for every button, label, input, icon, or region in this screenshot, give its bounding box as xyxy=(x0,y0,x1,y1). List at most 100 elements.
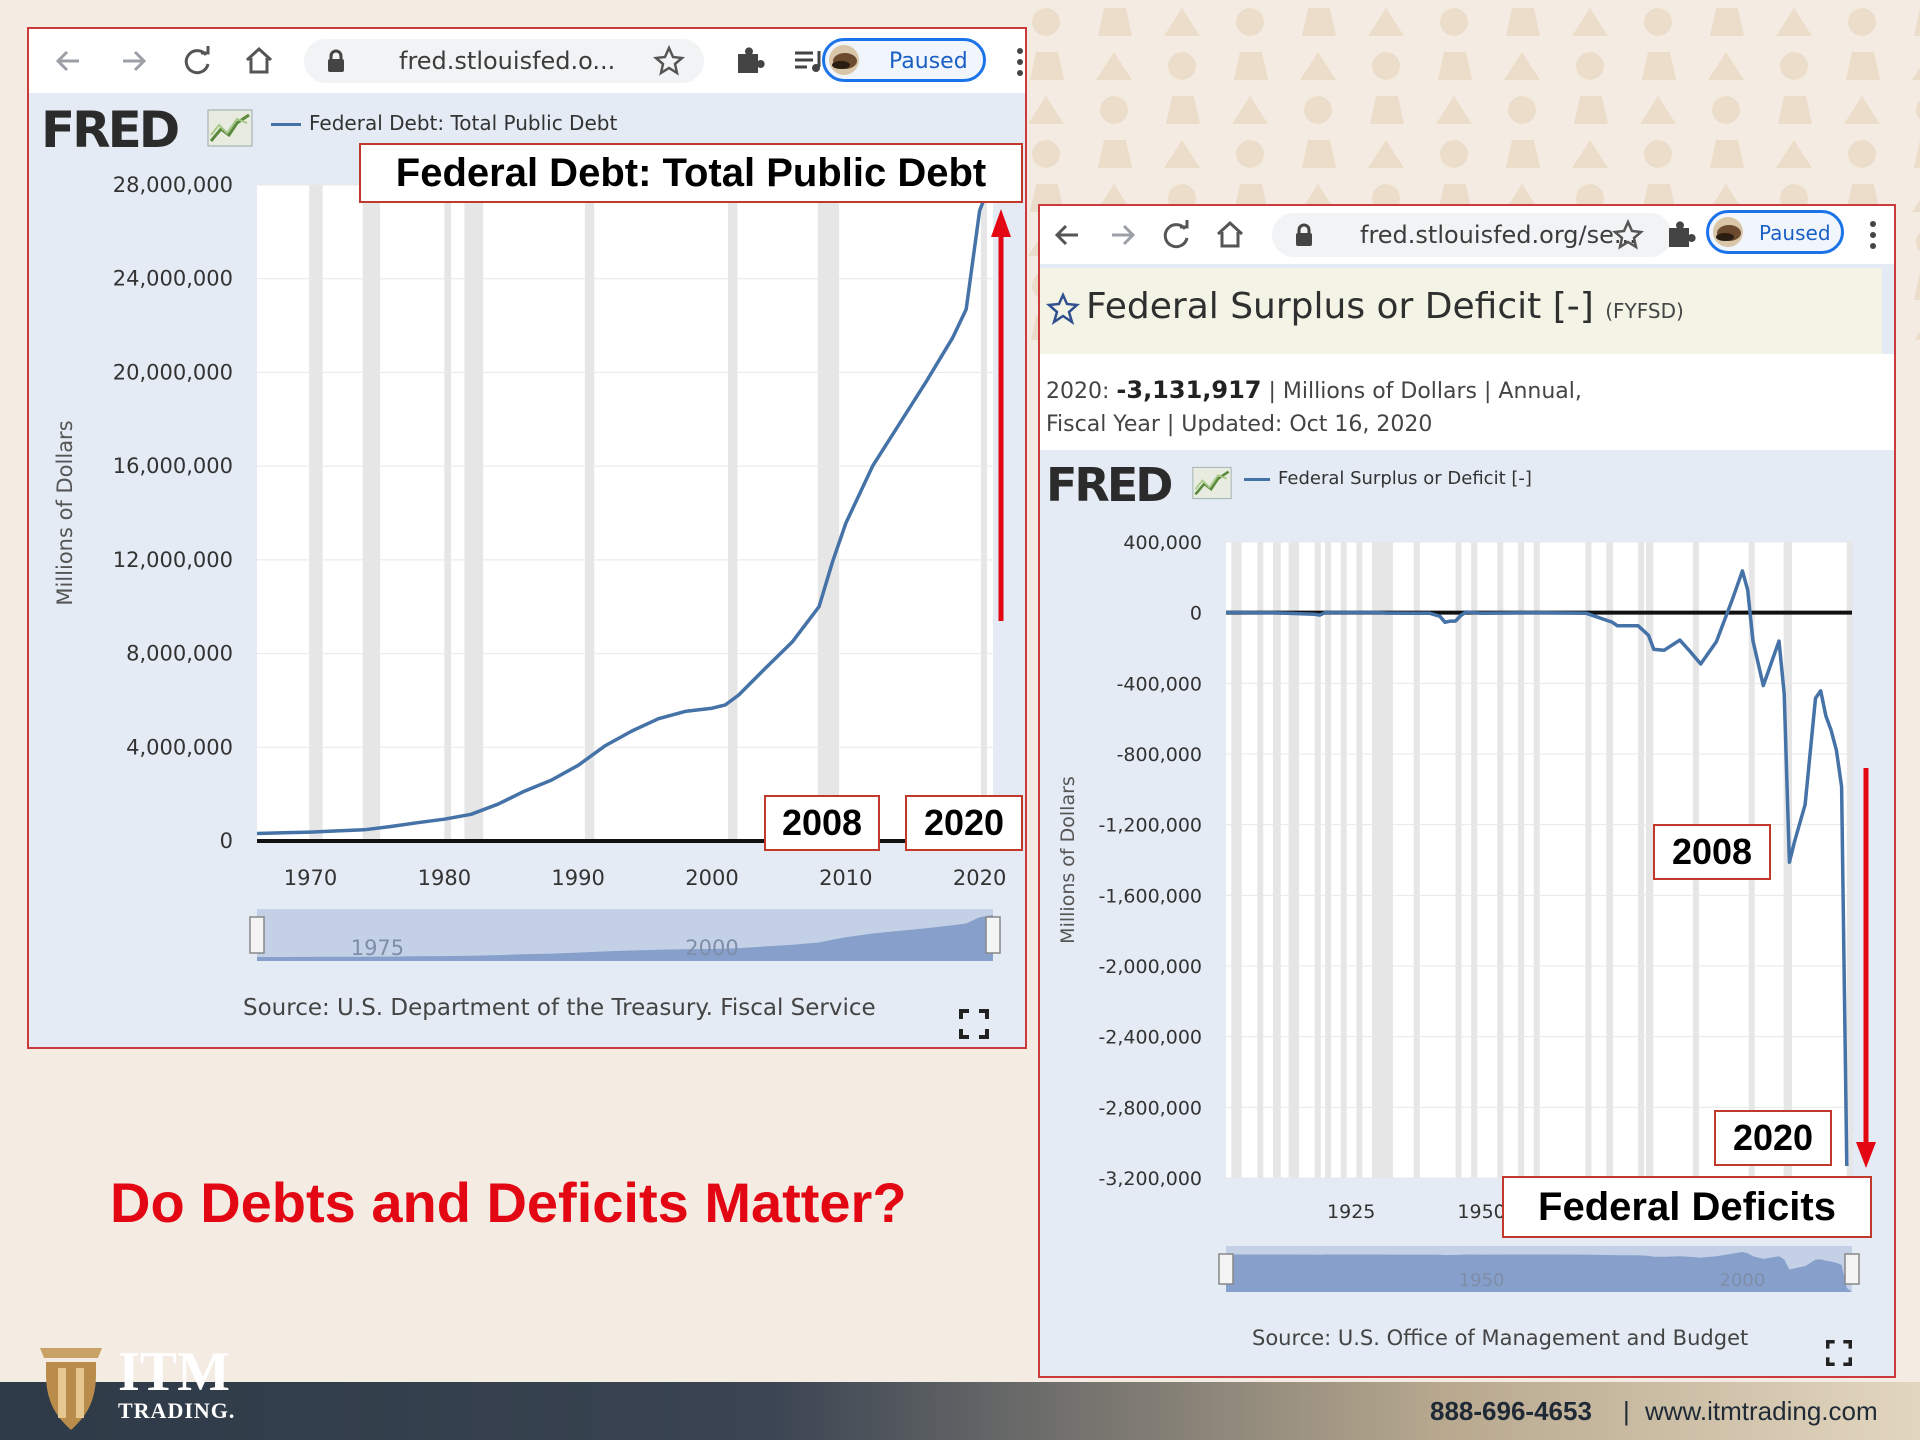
chart-legend: Federal Debt: Total Public Debt xyxy=(271,111,617,135)
forward-arrow-icon[interactable] xyxy=(113,41,153,81)
right-browser-window: fred.stlouisfed.org/se... Paused Federal… xyxy=(1038,204,1896,1378)
recession-band xyxy=(1288,542,1300,1178)
media-queue-icon[interactable] xyxy=(789,41,829,81)
series-meta-line-1: 2020: -3,131,917 | Millions of Dollars |… xyxy=(1046,376,1582,404)
star-icon[interactable] xyxy=(649,41,689,81)
pattern-shape xyxy=(1098,140,1132,168)
y-tick-label: -800,000 xyxy=(1117,744,1202,766)
pattern-shape xyxy=(1712,96,1740,124)
back-arrow-icon[interactable] xyxy=(1048,215,1088,255)
reload-icon[interactable] xyxy=(1156,215,1196,255)
pattern-shape xyxy=(1776,8,1812,36)
x-tick-label: 1990 xyxy=(551,866,604,890)
pattern-shape xyxy=(1912,67,1920,80)
debt-chart: 0 4,000,000 8,000,000 12,000,000 16,000,000 2… xyxy=(53,173,1011,961)
pattern-shape xyxy=(1506,140,1540,168)
home-icon[interactable] xyxy=(1210,215,1250,255)
navigator-area xyxy=(257,915,993,961)
profile-paused-button[interactable]: Paused xyxy=(822,38,986,82)
pattern-shape xyxy=(1098,8,1132,36)
reload-icon[interactable] xyxy=(177,41,217,81)
y-tick-label: -3,200,000 xyxy=(1098,1168,1202,1190)
pattern-shape xyxy=(1164,8,1200,36)
pattern-shape xyxy=(1370,96,1404,124)
y-axis-label: Millions of Dollars xyxy=(53,420,77,605)
address-bar[interactable]: fred.stlouisfed.o... xyxy=(304,39,704,83)
fullscreen-icon[interactable] xyxy=(959,1009,989,1039)
footer-website[interactable]: www.itmtrading.com xyxy=(1645,1396,1878,1426)
pattern-shape xyxy=(1914,331,1920,340)
series-title: Federal Surplus or Deficit [-] (FYFSD) xyxy=(1086,286,1684,327)
itm-trading-logo-icon xyxy=(40,1348,102,1430)
navigator-handle xyxy=(985,916,1001,954)
pattern-shape xyxy=(1300,52,1336,80)
url-text[interactable]: fred.stlouisfed.o... xyxy=(399,47,616,75)
pattern-shape xyxy=(1780,52,1808,80)
kebab-menu-icon[interactable] xyxy=(1017,47,1023,77)
y-tick-label: 0 xyxy=(220,829,233,853)
fullscreen-icon[interactable] xyxy=(1826,1340,1852,1366)
pattern-shape xyxy=(1032,140,1060,168)
pattern-shape xyxy=(1916,100,1920,120)
paused-label: Paused xyxy=(889,49,968,74)
navigator-label: 2000 xyxy=(1720,1270,1766,1291)
pattern-shape xyxy=(1710,140,1744,168)
pattern-shape xyxy=(1232,96,1268,124)
y-axis-label: Millions of Dollars xyxy=(1057,776,1079,944)
recession-band xyxy=(1518,542,1525,1178)
pattern-shape xyxy=(1436,96,1472,124)
avatar xyxy=(829,45,859,75)
y-tick-label: 8,000,000 xyxy=(126,642,233,666)
source-text: Source: U.S. Office of Management and Bu… xyxy=(1252,1326,1749,1350)
annotation-2008: 2008 xyxy=(1653,824,1771,880)
pattern-shape xyxy=(1642,52,1676,80)
footer-bar: 888-696-4653 | www.itmtrading.com xyxy=(0,1382,1920,1440)
kebab-menu-icon[interactable] xyxy=(1870,220,1876,250)
pattern-shape xyxy=(1440,8,1468,36)
meta-units: | Millions of Dollars | Annual, xyxy=(1261,379,1582,404)
legend-label: Federal Surplus or Deficit [-] xyxy=(1278,468,1532,489)
pattern-shape xyxy=(1236,8,1264,36)
favorite-star-icon[interactable] xyxy=(1046,292,1080,326)
recession-band xyxy=(309,185,323,841)
pattern-shape xyxy=(1572,8,1608,36)
pattern-shape xyxy=(1844,96,1880,124)
pattern-shape xyxy=(1914,140,1920,168)
home-icon[interactable] xyxy=(239,41,279,81)
pattern-shape xyxy=(1848,8,1876,36)
profile-paused-button[interactable]: Paused xyxy=(1706,210,1844,254)
url-text[interactable]: fred.stlouisfed.org/se... xyxy=(1360,221,1637,249)
pattern-shape xyxy=(1708,52,1744,80)
x-tick-label: 1980 xyxy=(418,866,471,890)
y-tick-label: 400,000 xyxy=(1123,532,1202,554)
pattern-shape xyxy=(1644,8,1672,36)
legend-label: Federal Debt: Total Public Debt xyxy=(309,111,618,135)
series-meta-line-2: Fiscal Year | Updated: Oct 16, 2020 xyxy=(1046,412,1433,437)
red-arrow-up-head xyxy=(991,209,1011,237)
pattern-shape xyxy=(1504,52,1540,80)
y-tick-label: -2,800,000 xyxy=(1098,1097,1202,1119)
star-icon[interactable] xyxy=(1608,215,1648,255)
pattern-shape xyxy=(1028,96,1064,124)
footer-phone[interactable]: 888-696-4653 xyxy=(1430,1396,1592,1426)
pattern-shape xyxy=(1574,96,1608,124)
puzzle-icon[interactable] xyxy=(1660,215,1700,255)
legend-line-swatch xyxy=(1244,477,1270,481)
address-bar[interactable]: fred.stlouisfed.org/se... xyxy=(1272,213,1672,257)
headline: Do Debts and Deficits Matter? xyxy=(110,1171,907,1234)
legend-line-swatch xyxy=(271,123,301,126)
puzzle-icon[interactable] xyxy=(729,41,769,81)
forward-arrow-icon[interactable] xyxy=(1102,215,1142,255)
annotation-2008: 2008 xyxy=(764,795,880,851)
back-arrow-icon[interactable] xyxy=(49,41,89,81)
y-tick-label: 0 xyxy=(1190,603,1202,625)
y-tick-label: -2,000,000 xyxy=(1098,956,1202,978)
pattern-shape xyxy=(1508,96,1536,124)
red-arrow-down-head xyxy=(1856,1142,1876,1168)
annotation-2020: 2020 xyxy=(905,795,1023,851)
x-tick-label: 2010 xyxy=(819,866,872,890)
annotation-2020: 2020 xyxy=(1714,1110,1832,1166)
pattern-shape xyxy=(1234,52,1268,80)
recession-band xyxy=(1585,542,1592,1178)
recession-band xyxy=(1638,542,1645,1178)
